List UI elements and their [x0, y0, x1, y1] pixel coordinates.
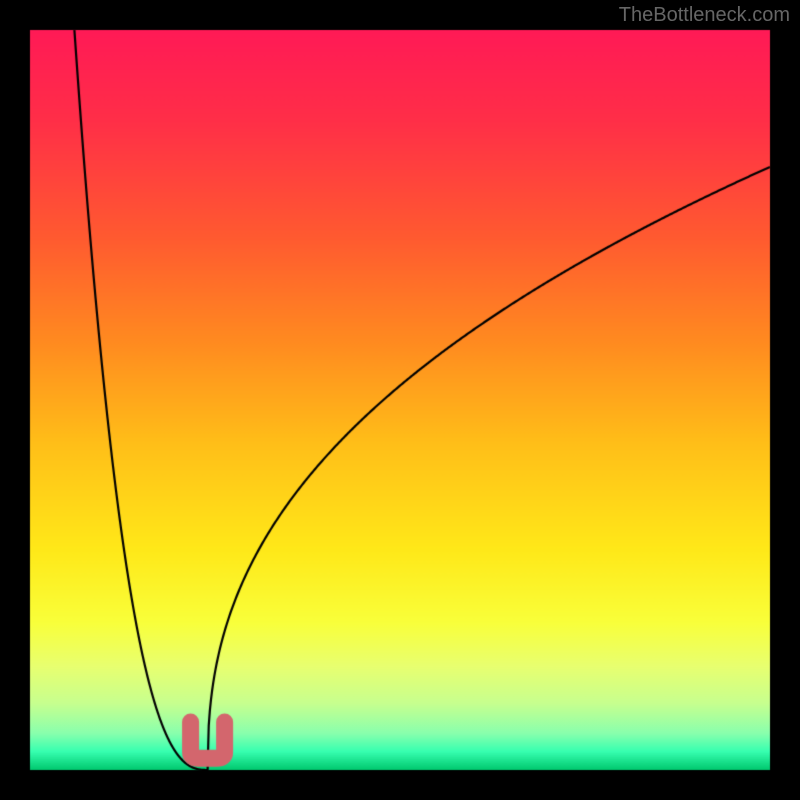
watermark-text: TheBottleneck.com	[619, 4, 790, 27]
chart-container: TheBottleneck.com	[0, 0, 800, 800]
curve-layer	[0, 0, 800, 800]
